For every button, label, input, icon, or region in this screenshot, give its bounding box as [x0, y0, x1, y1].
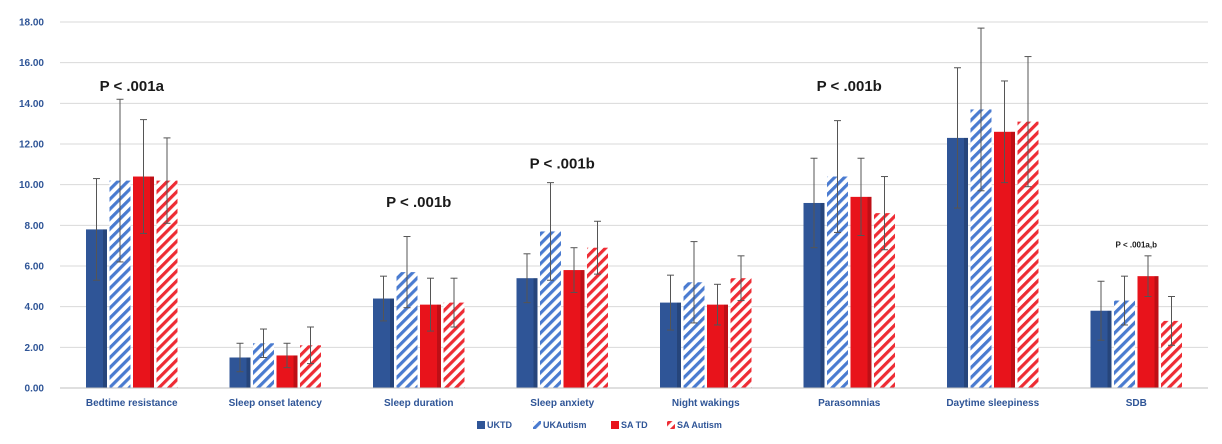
bar-sa-autism-2	[443, 302, 465, 388]
y-tick-label: 16.00	[19, 58, 44, 69]
bar-ukautism-1	[253, 343, 274, 388]
legend-swatch	[611, 421, 619, 429]
bar-shade	[1154, 276, 1159, 388]
p-value-annotation: P < .001a,b	[1116, 241, 1158, 250]
bar-sa-autism-6	[1017, 121, 1039, 388]
bar-ukautism-6	[970, 109, 992, 388]
bar-sa-autism-0	[156, 180, 178, 388]
x-category-label: SDB	[1126, 398, 1147, 409]
bar-ukautism-7	[1114, 300, 1135, 388]
bar-shade	[437, 304, 441, 388]
bar-shade	[964, 137, 968, 388]
bar-sa-autism-7	[1161, 320, 1182, 388]
bar-sa-td-4	[707, 304, 728, 388]
y-tick-label: 10.00	[19, 180, 44, 191]
bar-ukautism-5	[827, 176, 848, 388]
bar-sa-td-7	[1137, 276, 1159, 388]
bar-uktd-0	[86, 229, 107, 388]
p-value-annotation: P < .001a	[100, 78, 165, 95]
bar-shade	[724, 304, 728, 388]
bar-sa-autism-5	[874, 213, 895, 388]
x-category-label: Daytime sleepiness	[946, 398, 1039, 409]
y-tick-label: 8.00	[25, 221, 45, 232]
bar-sa-td-3	[563, 270, 585, 388]
bar-shade	[150, 176, 154, 388]
y-tick-label: 2.00	[25, 343, 45, 354]
bar-uktd-4	[660, 302, 681, 388]
bar-shade	[533, 278, 538, 388]
legend-swatch	[533, 421, 541, 429]
legend-label: SA Autism	[677, 420, 722, 430]
y-tick-label: 4.00	[25, 302, 45, 313]
y-tick-label: 0.00	[25, 384, 45, 395]
bar-uktd-1	[229, 357, 251, 388]
bar-shade	[867, 196, 872, 388]
bar-ukautism-2	[396, 272, 418, 388]
bar-sa-td-1	[276, 355, 298, 388]
bar-uktd-3	[516, 278, 538, 388]
y-tick-label: 14.00	[19, 99, 44, 110]
bar-sa-td-2	[420, 304, 441, 388]
bar-shade	[103, 229, 107, 388]
x-category-label: Parasomnias	[818, 398, 881, 409]
legend-label: UKAutism	[543, 420, 587, 430]
bar-uktd-7	[1090, 310, 1112, 388]
y-tick-label: 6.00	[25, 262, 45, 273]
x-category-label: Night wakings	[672, 398, 740, 409]
bar-shade	[390, 298, 394, 388]
bar-shade	[246, 357, 251, 388]
x-category-label: Bedtime resistance	[86, 398, 178, 409]
bar-sa-td-0	[133, 176, 154, 388]
legend-swatch	[667, 421, 675, 429]
p-value-annotation: P < .001b	[386, 194, 451, 211]
legend-swatch	[477, 421, 485, 429]
x-category-label: Sleep anxiety	[530, 398, 594, 409]
bar-shade	[820, 202, 825, 388]
y-tick-label: 18.00	[19, 18, 44, 29]
bar-uktd-5	[803, 202, 825, 388]
bar-shade	[293, 355, 298, 388]
bar-sa-autism-1	[300, 345, 321, 388]
p-value-annotation: P < .001b	[530, 155, 595, 172]
bar-uktd-2	[373, 298, 394, 388]
bar-uktd-6	[947, 137, 968, 388]
y-tick-label: 12.00	[19, 140, 44, 151]
x-category-label: Sleep onset latency	[229, 398, 323, 409]
bar-ukautism-0	[109, 180, 131, 388]
bar-sa-autism-4	[730, 278, 752, 388]
bar-shade	[677, 302, 681, 388]
bar-shade	[1011, 131, 1015, 389]
p-value-annotation: P < .001b	[817, 78, 882, 95]
bar-sa-autism-3	[587, 247, 608, 388]
legend-label: UKTD	[487, 420, 512, 430]
x-category-label: Sleep duration	[384, 398, 453, 409]
bar-sa-td-5	[850, 196, 872, 388]
bar-shade	[580, 270, 585, 388]
bar-shade	[1107, 310, 1112, 388]
bar-sa-td-6	[994, 131, 1015, 389]
legend-label: SA TD	[621, 420, 648, 430]
bar-ukautism-3	[540, 231, 561, 388]
bar-ukautism-4	[683, 282, 705, 388]
